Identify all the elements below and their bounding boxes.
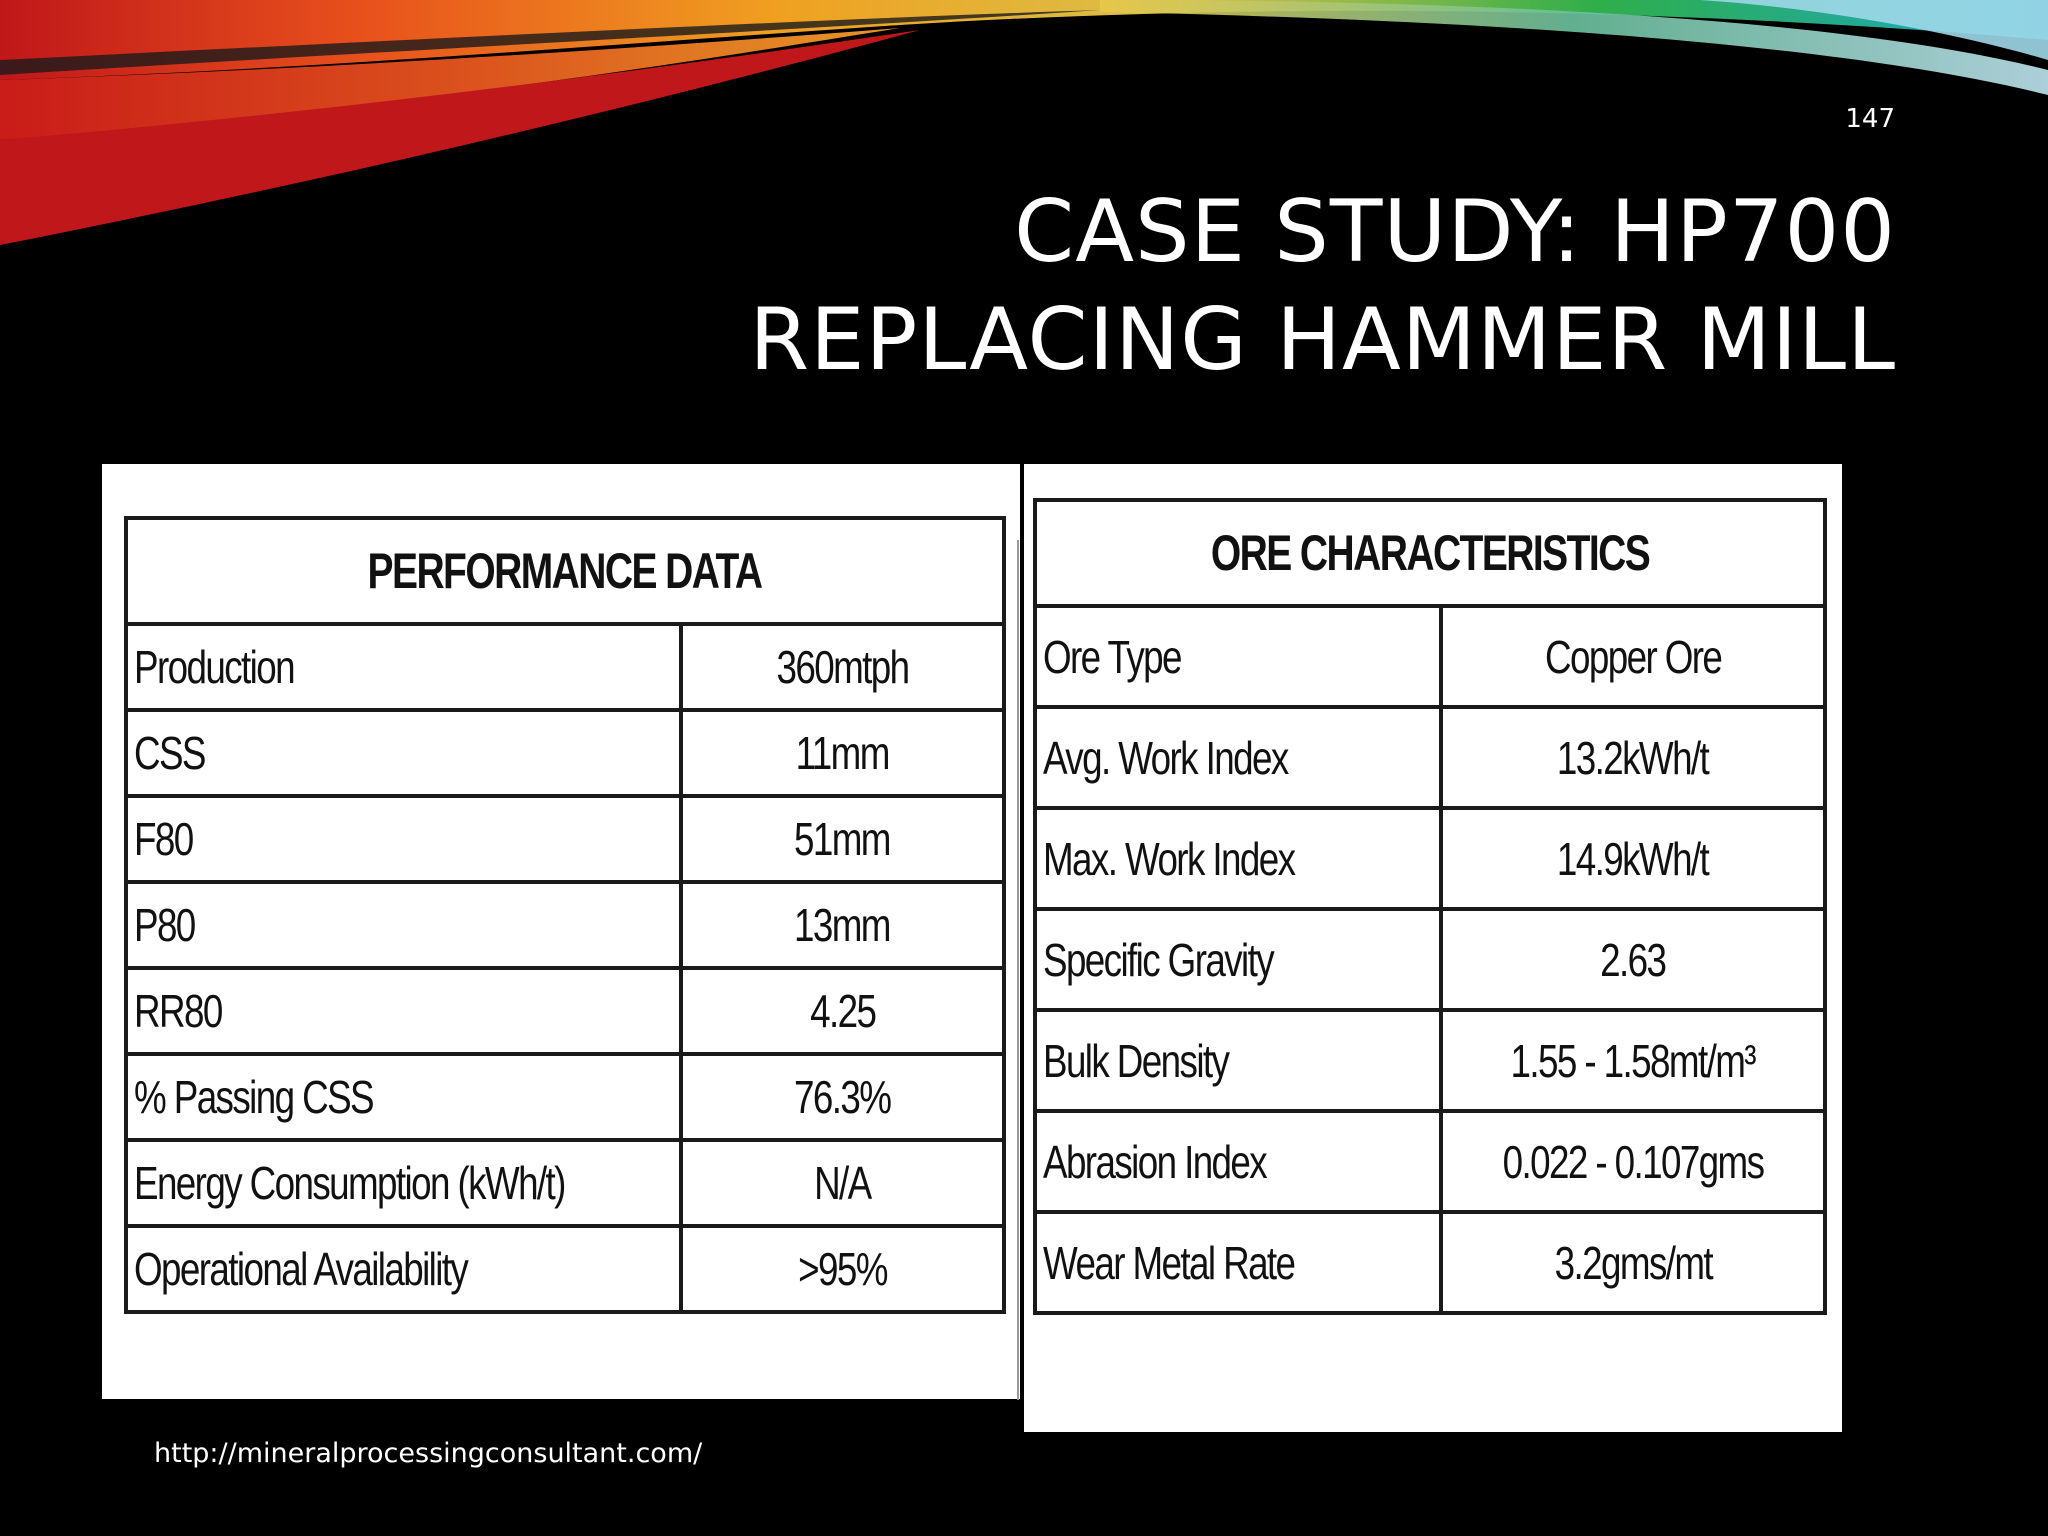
row-label: F80 [124,794,683,884]
source-link[interactable]: http://mineralprocessingconsultant.com/ [154,1438,703,1469]
table-row: F80 51mm [124,794,1007,884]
table-row: Wear Metal Rate 3.2gms/mt [1033,1210,1827,1315]
table-header: PERFORMANCE DATA [124,516,1006,626]
table-row: Avg. Work Index 13.2kWh/t [1033,705,1827,810]
table-row: Production 360mtph [124,622,1007,712]
row-label: Ore Type [1033,604,1443,709]
row-value: 14.9kWh/t [1439,806,1827,911]
performance-data-panel: PERFORMANCE DATA Production 360mtph CSS 11… [102,464,1020,1399]
decorative-swoosh-banner [0,0,2048,245]
row-label: CSS [124,708,683,798]
table-row: Abrasion Index 0.022 - 0.107gms [1033,1109,1827,1214]
row-value: N/A [678,1138,1007,1228]
row-label: Max. Work Index [1033,806,1443,911]
row-label: Operational Availability [124,1224,683,1314]
table-row: CSS 11mm [124,708,1007,798]
row-label: Wear Metal Rate [1033,1210,1443,1315]
table-header: ORE CHARACTERISTICS [1033,498,1827,608]
row-value: 76.3% [678,1052,1007,1142]
row-value: 3.2gms/mt [1439,1210,1827,1315]
row-value: 2.63 [1439,907,1827,1012]
row-label: Bulk Density [1033,1008,1443,1113]
row-label: P80 [124,880,683,970]
row-label: % Passing CSS [124,1052,683,1142]
row-value: 4.25 [678,966,1007,1056]
row-label: Specific Gravity [1033,907,1443,1012]
slide-number: 147 [1845,104,1895,134]
row-value: 13.2kWh/t [1439,705,1827,810]
row-value: 360mtph [678,622,1007,712]
ore-characteristics-table: ORE CHARACTERISTICS Ore Type Copper Ore A… [1033,498,1827,1315]
row-value: 11mm [678,708,1007,798]
table-row: Energy Consumption (kWh/t) N/A [124,1138,1007,1228]
table-row: Max. Work Index 14.9kWh/t [1033,806,1827,911]
table-row: Operational Availability >95% [124,1224,1007,1314]
row-label: Avg. Work Index [1033,705,1443,810]
row-label: Energy Consumption (kWh/t) [124,1138,683,1228]
slide-title: CASE STUDY: HP700 REPLACING HAMMER MILL [396,178,1896,394]
title-line-1: CASE STUDY: HP700 [1014,182,1896,282]
ore-characteristics-panel: ORE CHARACTERISTICS Ore Type Copper Ore A… [1024,464,1842,1432]
table-row: Ore Type Copper Ore [1033,604,1827,709]
performance-data-table: PERFORMANCE DATA Production 360mtph CSS 11… [124,516,1007,1314]
title-line-2: REPLACING HAMMER MILL [749,290,1896,390]
row-value: >95% [678,1224,1007,1314]
table-row: % Passing CSS 76.3% [124,1052,1007,1142]
row-label: Abrasion Index [1033,1109,1443,1214]
row-value: 13mm [678,880,1007,970]
row-value: Copper Ore [1439,604,1827,709]
row-value: 1.55 - 1.58mt/m³ [1439,1008,1827,1113]
table-row: Bulk Density 1.55 - 1.58mt/m³ [1033,1008,1827,1113]
row-value: 0.022 - 0.107gms [1439,1109,1827,1214]
table-row: RR80 4.25 [124,966,1007,1056]
table-row: P80 13mm [124,880,1007,970]
table-row: Specific Gravity 2.63 [1033,907,1827,1012]
row-value: 51mm [678,794,1007,884]
row-label: RR80 [124,966,683,1056]
panel-divider [1017,540,1019,1400]
row-label: Production [124,622,683,712]
